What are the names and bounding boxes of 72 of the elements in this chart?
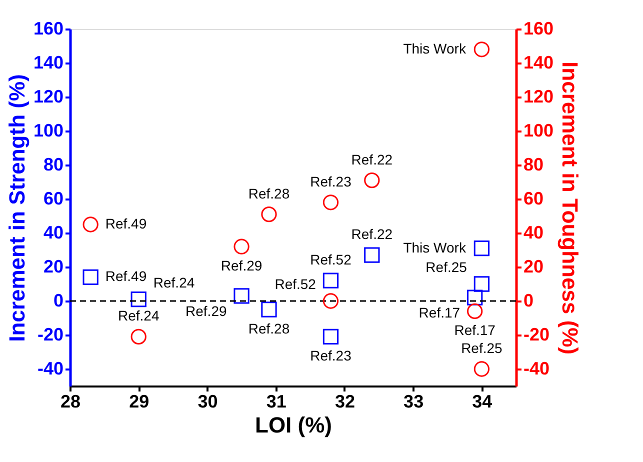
x-tick-label: 28 [60, 392, 81, 412]
point [234, 288, 250, 304]
point [474, 276, 490, 292]
y2-tick-label: 160 [524, 18, 554, 38]
annotation: Ref.28 [248, 185, 290, 202]
x-tick-label: 31 [266, 392, 286, 412]
y-axis-title: Increment in Strength (%) [4, 74, 30, 342]
point [82, 269, 98, 286]
annotation: Ref.25 [461, 340, 503, 356]
x-tick-label: 30 [198, 392, 218, 412]
point [322, 293, 339, 309]
annotation: Ref.24 [118, 308, 160, 324]
point [322, 272, 339, 288]
annotation: Ref.28 [248, 320, 290, 336]
y2-tick-label: 140 [524, 52, 554, 72]
point [364, 247, 380, 263]
y-tick-label: 100 [33, 120, 64, 140]
y2-tick-label: 20 [524, 256, 544, 276]
y-tick-label: 20 [43, 256, 64, 276]
point [130, 291, 146, 308]
y-tick-label: -20 [37, 324, 64, 344]
point [474, 42, 490, 58]
point [467, 290, 483, 306]
y2-tick-label: 0 [524, 290, 534, 310]
point [474, 361, 490, 377]
annotation: Ref.17 [418, 304, 460, 321]
annotation: Ref.52 [310, 252, 352, 268]
y2-tick-label: 60 [524, 188, 544, 208]
point [364, 172, 380, 188]
x-tick-label: 34 [472, 392, 492, 412]
annotation: Ref.17 [454, 322, 496, 338]
annotation: Ref.29 [186, 302, 227, 319]
y-tick-label: 40 [43, 222, 64, 242]
point [261, 206, 277, 222]
y-tick-label: 120 [33, 86, 64, 106]
x-tick-label: 33 [404, 392, 424, 412]
y-tick-label: 0 [53, 290, 64, 310]
point [82, 216, 98, 232]
annotation: Ref.23 [310, 173, 352, 190]
x-axis-title: LOI (%) [255, 412, 332, 438]
y-tick-label: -40 [37, 358, 64, 378]
y2-axis-title: Increment in Toughness (%) [558, 62, 583, 354]
point [322, 194, 339, 210]
point [130, 328, 146, 345]
annotation: Ref.52 [274, 276, 316, 292]
annotation: Ref.29 [220, 258, 262, 274]
point [322, 328, 339, 345]
y2-tick-label: -20 [524, 324, 550, 344]
y2-tick-label: 100 [524, 120, 554, 140]
y2-tick-label: -40 [524, 358, 550, 378]
y-tick-label: 60 [43, 188, 64, 208]
x-tick-label: 29 [129, 392, 150, 412]
annotation: Ref.24 [153, 274, 195, 290]
annotation: Ref.23 [310, 348, 352, 364]
y-tick-label: 160 [33, 18, 64, 38]
point [467, 303, 483, 320]
annotation: Ref.22 [351, 151, 393, 168]
annotation: This Work [403, 40, 467, 56]
y2-tick-label: 40 [524, 222, 544, 242]
y2-tick-label: 120 [524, 86, 554, 106]
y-tick-label: 80 [43, 154, 64, 174]
annotation: Ref.49 [105, 216, 147, 232]
annotation: Ref.25 [426, 259, 468, 275]
annotation: This Work [403, 239, 467, 256]
point [474, 240, 490, 256]
point [234, 238, 250, 254]
point [261, 302, 277, 318]
annotation: Ref.49 [105, 268, 147, 284]
annotation: Ref.22 [351, 226, 393, 242]
x-tick-label: 32 [334, 392, 355, 412]
y2-tick-label: 80 [524, 154, 544, 174]
y-tick-label: 140 [33, 52, 64, 72]
